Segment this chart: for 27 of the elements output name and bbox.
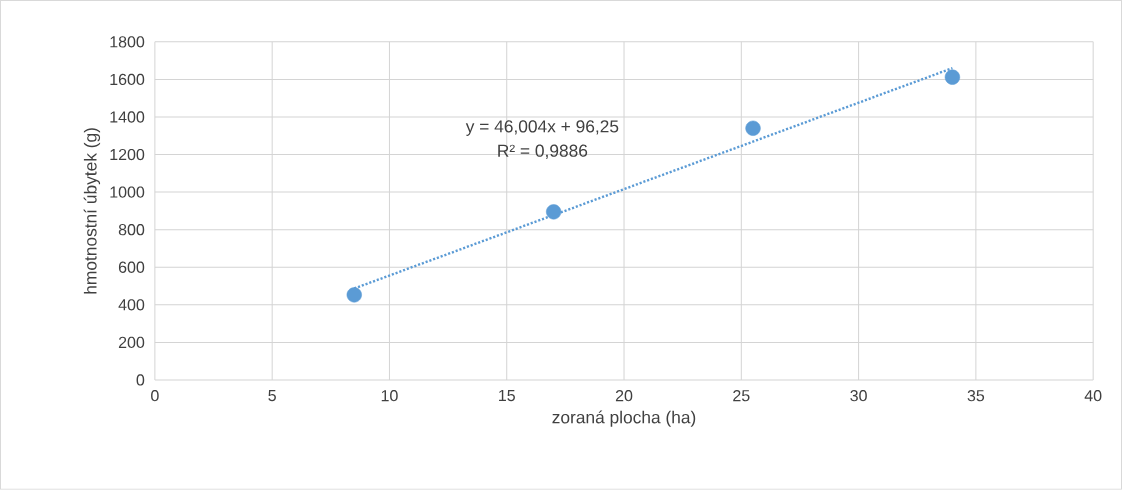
x-tick-label: 40 xyxy=(1084,390,1102,402)
y-tick-label: 1600 xyxy=(110,73,145,86)
y-axis-title: hmotnostní úbytek (g) xyxy=(83,128,101,294)
y-tick-label: 400 xyxy=(118,299,145,311)
point xyxy=(546,204,562,220)
annotation: y = 46,004x + 96,25 xyxy=(465,120,619,137)
y-tick-label: 1000 xyxy=(110,186,145,198)
y-tick-label: 200 xyxy=(118,336,145,349)
y-tick-label: 1200 xyxy=(110,148,145,161)
x-tick-label: 20 xyxy=(615,390,633,402)
point xyxy=(346,287,362,303)
x-tick-label: 15 xyxy=(499,390,515,402)
x-tick-label: 5 xyxy=(268,390,276,402)
point xyxy=(944,69,961,85)
y-tick-label: 0 xyxy=(136,374,145,386)
x-tick-label: 35 xyxy=(967,390,985,402)
x-tick-label: 0 xyxy=(151,390,159,402)
y-tick-label: 600 xyxy=(118,261,145,273)
y-tick-label: 1400 xyxy=(110,111,145,123)
x-tick-label: 30 xyxy=(850,390,867,402)
point xyxy=(745,120,761,136)
x-tick-label: 10 xyxy=(381,390,398,402)
y-tick-label: 800 xyxy=(118,224,145,236)
x-axis-title: zoraná plocha (ha) xyxy=(552,410,696,427)
y-tick-label: 1800 xyxy=(110,36,145,48)
x-tick-label: 25 xyxy=(733,390,750,402)
annotation: R² = 0,9886 xyxy=(498,144,588,159)
